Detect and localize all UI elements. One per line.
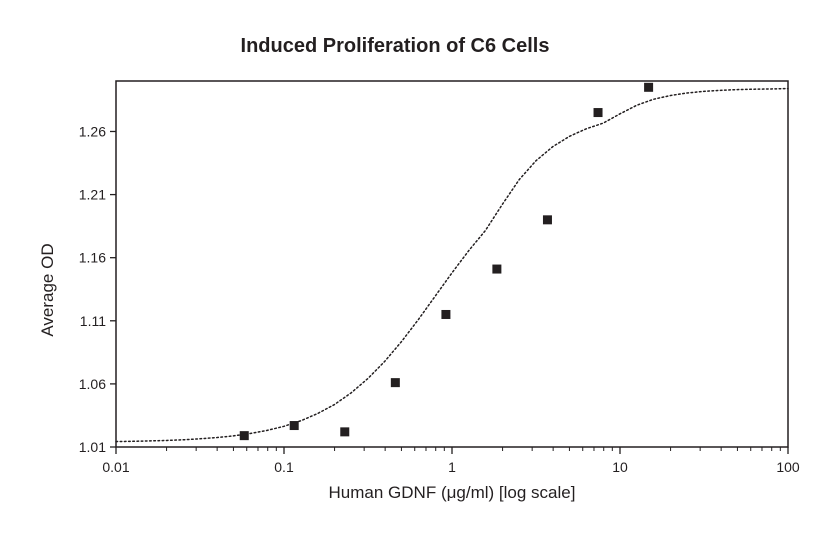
data-point	[340, 427, 350, 437]
x-tick-label: 10	[612, 459, 628, 475]
data-point	[239, 431, 249, 441]
y-tick-label: 1.26	[79, 123, 106, 139]
x-tick-label: 0.01	[102, 459, 129, 475]
x-tick-label: 1	[448, 459, 456, 475]
plot-area-frame	[115, 80, 789, 448]
x-axis-ticks: 0.01 0.1 1 10 100	[102, 447, 800, 475]
x-axis-minor-ticks	[166, 447, 781, 451]
fit-curve	[115, 87, 789, 443]
data-point	[492, 264, 502, 274]
y-axis-ticks: 1.01 1.06 1.11 1.16 1.21 1.26	[79, 123, 116, 455]
y-axis-label: Average OD	[38, 243, 57, 336]
x-axis-label: Human GDNF (μg/ml) [log scale]	[329, 483, 576, 502]
data-point	[644, 82, 654, 92]
y-tick-label: 1.11	[80, 313, 106, 329]
x-tick-label: 0.1	[274, 459, 294, 475]
y-tick-label: 1.16	[79, 250, 106, 266]
y-tick-label: 1.01	[79, 439, 106, 455]
y-tick-label: 1.06	[79, 376, 106, 392]
data-point	[593, 108, 603, 118]
data-point	[542, 215, 552, 225]
x-tick-label: 100	[776, 459, 800, 475]
chart-title: Induced Proliferation of C6 Cells	[241, 35, 550, 57]
data-point	[441, 309, 451, 319]
data-point	[289, 421, 299, 431]
data-point	[390, 378, 400, 388]
y-tick-label: 1.21	[79, 187, 106, 203]
data-points	[239, 82, 654, 441]
